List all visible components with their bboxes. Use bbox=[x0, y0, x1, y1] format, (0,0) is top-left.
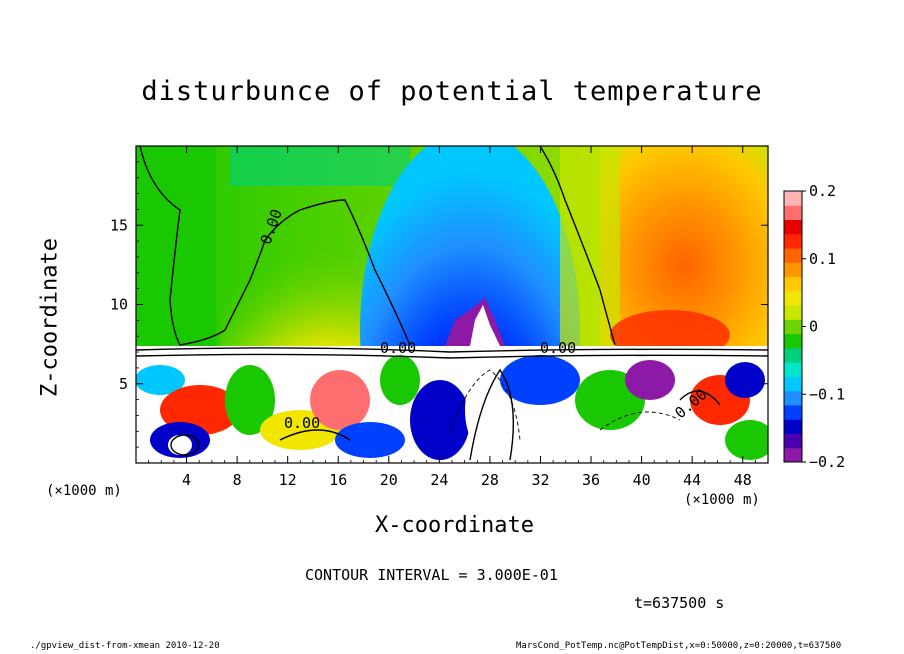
colorbar-swatch bbox=[784, 205, 802, 221]
x-unit-label-right: (×1000 m) bbox=[684, 492, 760, 508]
x-tick-label: 48 bbox=[734, 471, 752, 489]
x-tick-label: 28 bbox=[481, 471, 499, 489]
x-tick-label: 44 bbox=[683, 471, 701, 489]
footer-left-note: ./gpview_dist-from-xmean 2010-12-20 bbox=[30, 641, 220, 651]
field-top-teal bbox=[230, 146, 410, 186]
time-stamp: t=637500 s bbox=[634, 594, 725, 612]
colorbar-swatch bbox=[784, 376, 802, 392]
colorbar-swatch bbox=[784, 276, 802, 292]
y-axis-ticks: 5 10 15 bbox=[110, 161, 768, 448]
y-tick-label: 5 bbox=[119, 375, 128, 393]
contour-interval-note: CONTOUR INTERVAL = 3.000E-01 bbox=[305, 566, 558, 584]
field-mid-yellow bbox=[560, 146, 620, 346]
cold-core-white bbox=[470, 305, 500, 346]
x-tick-label: 16 bbox=[329, 471, 347, 489]
x-tick-label: 40 bbox=[633, 471, 651, 489]
colorbar-swatch bbox=[784, 390, 802, 406]
colorbar-swatch bbox=[784, 233, 802, 249]
colorbar-swatch bbox=[784, 333, 802, 349]
contour-label-2: 0.00 bbox=[540, 339, 576, 357]
colorbar-swatch bbox=[784, 447, 802, 463]
colorbar bbox=[784, 191, 802, 463]
colorbar-swatch bbox=[784, 191, 802, 206]
x-tick-label: 8 bbox=[233, 471, 242, 489]
colorbar-swatch bbox=[784, 319, 802, 335]
colorbar-swatch bbox=[784, 362, 802, 377]
colorbar-tick-label: 0.2 bbox=[809, 182, 836, 200]
colorbar-tick-label: 0.1 bbox=[809, 250, 836, 268]
colorbar-swatch bbox=[784, 248, 802, 263]
x-tick-label: 36 bbox=[582, 471, 600, 489]
lower-turbulent-blobs bbox=[136, 355, 768, 460]
negative-contours bbox=[449, 369, 681, 441]
contour-label-1: 0.00 bbox=[380, 339, 416, 357]
colorbar-swatch bbox=[784, 262, 802, 278]
colorbar-tick-label: −0.1 bbox=[809, 385, 845, 403]
colorbar-swatch bbox=[784, 433, 802, 449]
colorbar-swatch bbox=[784, 404, 802, 420]
colorbar-tick-label: −0.2 bbox=[809, 453, 845, 471]
y-tick-label: 15 bbox=[110, 216, 128, 234]
colorbar-tick-label: 0 bbox=[809, 318, 818, 336]
x-unit-label-left: (×1000 m) bbox=[46, 483, 122, 499]
x-axis-ticks: 4 8 12 16 20 24 28 32 36 40 44 48 bbox=[148, 146, 769, 489]
x-tick-label: 4 bbox=[182, 471, 191, 489]
x-tick-label: 20 bbox=[380, 471, 398, 489]
colorbar-swatch bbox=[784, 219, 802, 235]
footer-right-note: MarsCond_PotTemp.nc@PotTempDist,x=0:5000… bbox=[516, 641, 842, 651]
colorbar-swatch bbox=[784, 347, 802, 363]
x-tick-label: 12 bbox=[279, 471, 297, 489]
x-axis-label: X-coordinate bbox=[375, 513, 534, 538]
heatmap-field: 0.00 0.00 0.00 0.00 0.00 bbox=[136, 146, 768, 463]
y-tick-label: 10 bbox=[110, 296, 128, 314]
chart-title: disturbunce of potential temperature bbox=[141, 76, 763, 107]
colorbar-swatch bbox=[784, 419, 802, 434]
colorbar-swatch bbox=[784, 290, 802, 306]
contour-label-3: 0.00 bbox=[284, 414, 320, 432]
x-tick-label: 24 bbox=[430, 471, 448, 489]
colorbar-ticks: 0.2 0.1 0 −0.1 −0.2 bbox=[802, 182, 845, 471]
x-tick-label: 32 bbox=[531, 471, 549, 489]
colorbar-swatch bbox=[784, 305, 802, 320]
contour-lines bbox=[136, 146, 768, 461]
